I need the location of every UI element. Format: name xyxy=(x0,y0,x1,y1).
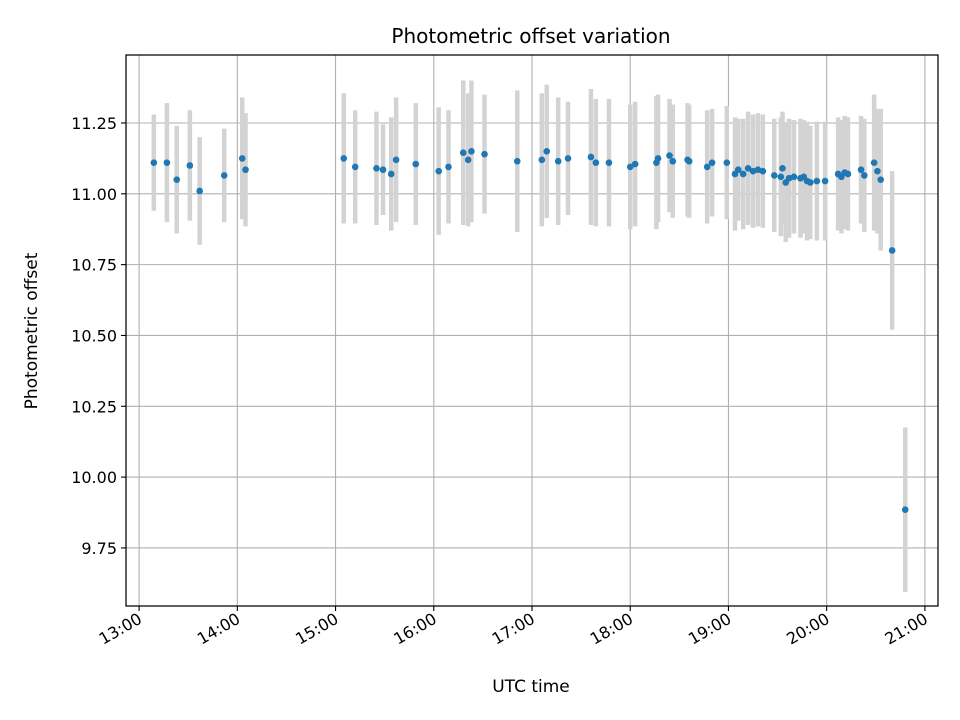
data-point xyxy=(459,149,467,157)
data-point xyxy=(379,166,387,174)
data-point xyxy=(666,152,673,159)
y-tick-label: 10.25 xyxy=(71,397,117,416)
y-tick-label: 11.00 xyxy=(71,185,117,204)
data-point xyxy=(543,148,551,155)
data-point xyxy=(813,177,821,185)
data-point xyxy=(739,170,747,178)
data-point xyxy=(870,159,878,166)
data-point xyxy=(901,506,909,513)
data-point xyxy=(242,166,249,174)
data-point xyxy=(821,177,829,185)
y-tick-label: 11.25 xyxy=(71,114,117,133)
data-point xyxy=(592,159,600,166)
y-tick-label: 9.75 xyxy=(81,539,117,558)
data-point xyxy=(538,156,546,164)
data-point xyxy=(685,157,693,165)
data-point xyxy=(631,160,639,168)
data-point xyxy=(387,170,395,178)
data-point xyxy=(861,172,868,179)
y-tick-label: 10.50 xyxy=(71,326,117,345)
data-point xyxy=(723,159,731,166)
data-point xyxy=(196,187,203,195)
data-point xyxy=(587,153,595,161)
y-tick-label: 10.75 xyxy=(71,256,117,275)
y-tick-label: 10.00 xyxy=(71,468,117,487)
data-point xyxy=(564,155,572,162)
data-point xyxy=(759,167,767,175)
data-point xyxy=(874,167,881,175)
data-point xyxy=(340,155,348,162)
data-point xyxy=(554,157,562,165)
data-point xyxy=(163,159,171,166)
data-point xyxy=(605,159,613,166)
data-point xyxy=(888,247,896,254)
y-axis-title: Photometric offset xyxy=(22,252,42,409)
data-point xyxy=(220,172,228,179)
data-point xyxy=(373,165,380,172)
data-point xyxy=(464,156,472,164)
chart-title: Photometric offset variation xyxy=(391,24,670,48)
y-axis-ticks: 9.75 10.00 10.25 10.50 10.75 11.00 11.25 xyxy=(71,114,126,558)
data-point xyxy=(807,179,814,186)
data-point xyxy=(703,163,711,171)
data-point xyxy=(857,166,865,174)
data-point xyxy=(790,173,798,181)
data-point xyxy=(734,166,742,174)
data-point xyxy=(481,150,488,158)
data-point xyxy=(654,155,662,162)
data-point xyxy=(777,173,785,181)
data-point xyxy=(173,176,181,183)
data-point xyxy=(468,148,475,155)
data-point xyxy=(186,162,194,169)
data-point xyxy=(669,157,677,165)
data-point xyxy=(626,163,634,171)
data-point xyxy=(238,155,246,162)
x-axis-title: UTC time xyxy=(492,677,570,697)
data-point xyxy=(744,165,752,172)
data-point xyxy=(412,160,420,168)
data-points xyxy=(150,148,909,513)
data-point xyxy=(708,159,716,166)
data-point xyxy=(150,159,158,166)
data-point xyxy=(770,172,778,179)
data-point xyxy=(779,165,786,172)
data-point xyxy=(513,157,521,165)
data-point xyxy=(844,170,852,178)
data-point xyxy=(435,167,442,175)
data-point xyxy=(877,176,885,183)
data-point xyxy=(445,163,452,171)
data-point xyxy=(392,156,400,164)
data-point xyxy=(351,163,359,171)
